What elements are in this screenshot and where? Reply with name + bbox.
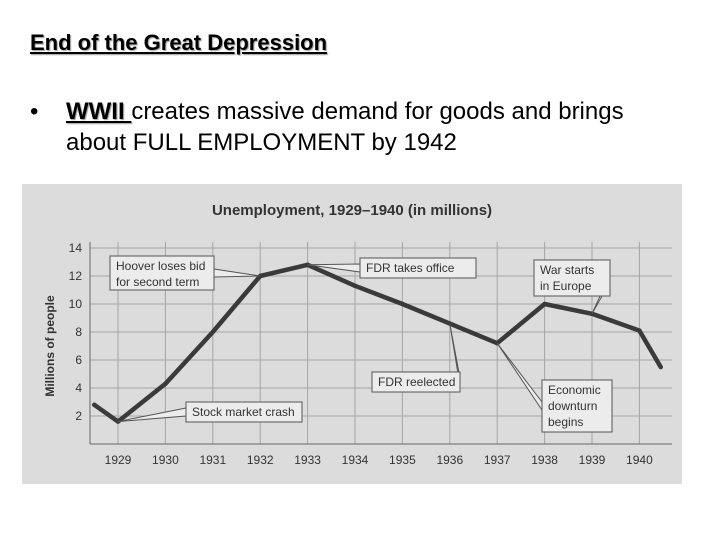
unemployment-chart-panel: Unemployment, 1929–1940 (in millions) 2 4… — [22, 184, 682, 484]
callout-label: War starts — [540, 263, 594, 277]
x-tick-label: 1939 — [579, 453, 606, 467]
data-point — [658, 364, 663, 370]
x-tick-label: 1936 — [436, 453, 463, 467]
data-point — [92, 402, 97, 407]
x-tick-label: 1938 — [531, 453, 558, 467]
chart-title: Unemployment, 1929–1940 (in millions) — [212, 202, 492, 219]
x-tick-label: 1933 — [294, 453, 321, 467]
x-tick-label: 1929 — [105, 453, 132, 467]
callout-label: FDR reelected — [378, 375, 455, 389]
callout-box — [541, 379, 613, 433]
callout-box — [359, 257, 477, 279]
bullet-emphasis: WWII — [66, 98, 132, 125]
bullet-body: creates massive demand for goods and bri… — [66, 98, 624, 156]
x-tick-label: 1931 — [199, 453, 226, 467]
callout-box — [185, 401, 303, 423]
bullet-text-block: WWII creates massive demand for goods an… — [66, 96, 686, 158]
y-tick-label: 12 — [69, 269, 83, 283]
x-tick-label: 1935 — [389, 453, 416, 467]
data-point — [163, 381, 168, 386]
bullet-marker: • — [30, 98, 39, 125]
callout-label: Hoover loses bid — [116, 259, 205, 273]
data-point — [400, 301, 405, 307]
data-point — [210, 329, 215, 335]
y-tick-label: 10 — [69, 297, 83, 311]
unemployment-series-line — [92, 262, 663, 424]
callout-pointer — [213, 268, 261, 278]
y-tick-label: 14 — [69, 241, 83, 255]
callout-label: begins — [548, 415, 583, 429]
x-tick-label: 1937 — [484, 453, 511, 467]
x-tick-label: 1930 — [152, 453, 179, 467]
callout-box — [371, 371, 461, 393]
y-axis-label: Millions of people — [43, 295, 57, 397]
slide-title: End of the Great Depression — [30, 30, 328, 55]
data-point — [637, 328, 642, 333]
callout-label: for second term — [116, 275, 199, 289]
y-tick-label: 2 — [75, 409, 82, 423]
callout-label: Economic — [548, 383, 601, 397]
y-tick-label: 4 — [75, 381, 82, 395]
y-tick-label: 6 — [75, 353, 82, 367]
callout-label: downturn — [548, 399, 597, 413]
y-tick-label: 8 — [75, 325, 82, 339]
data-point — [352, 283, 358, 288]
x-tick-label: 1940 — [626, 453, 653, 467]
callout-label: in Europe — [540, 279, 592, 293]
callout-box — [109, 255, 215, 291]
unemployment-chart: Unemployment, 1929–1940 (in millions) 2 4… — [43, 202, 672, 467]
callout-label: FDR takes office — [366, 261, 455, 275]
data-point — [542, 301, 547, 307]
x-tick-label: 1934 — [342, 453, 369, 467]
x-tick-label: 1932 — [247, 453, 274, 467]
callout-label: Stock market crash — [192, 405, 295, 419]
callout-pointer — [496, 342, 543, 412]
callout-box — [533, 259, 611, 297]
